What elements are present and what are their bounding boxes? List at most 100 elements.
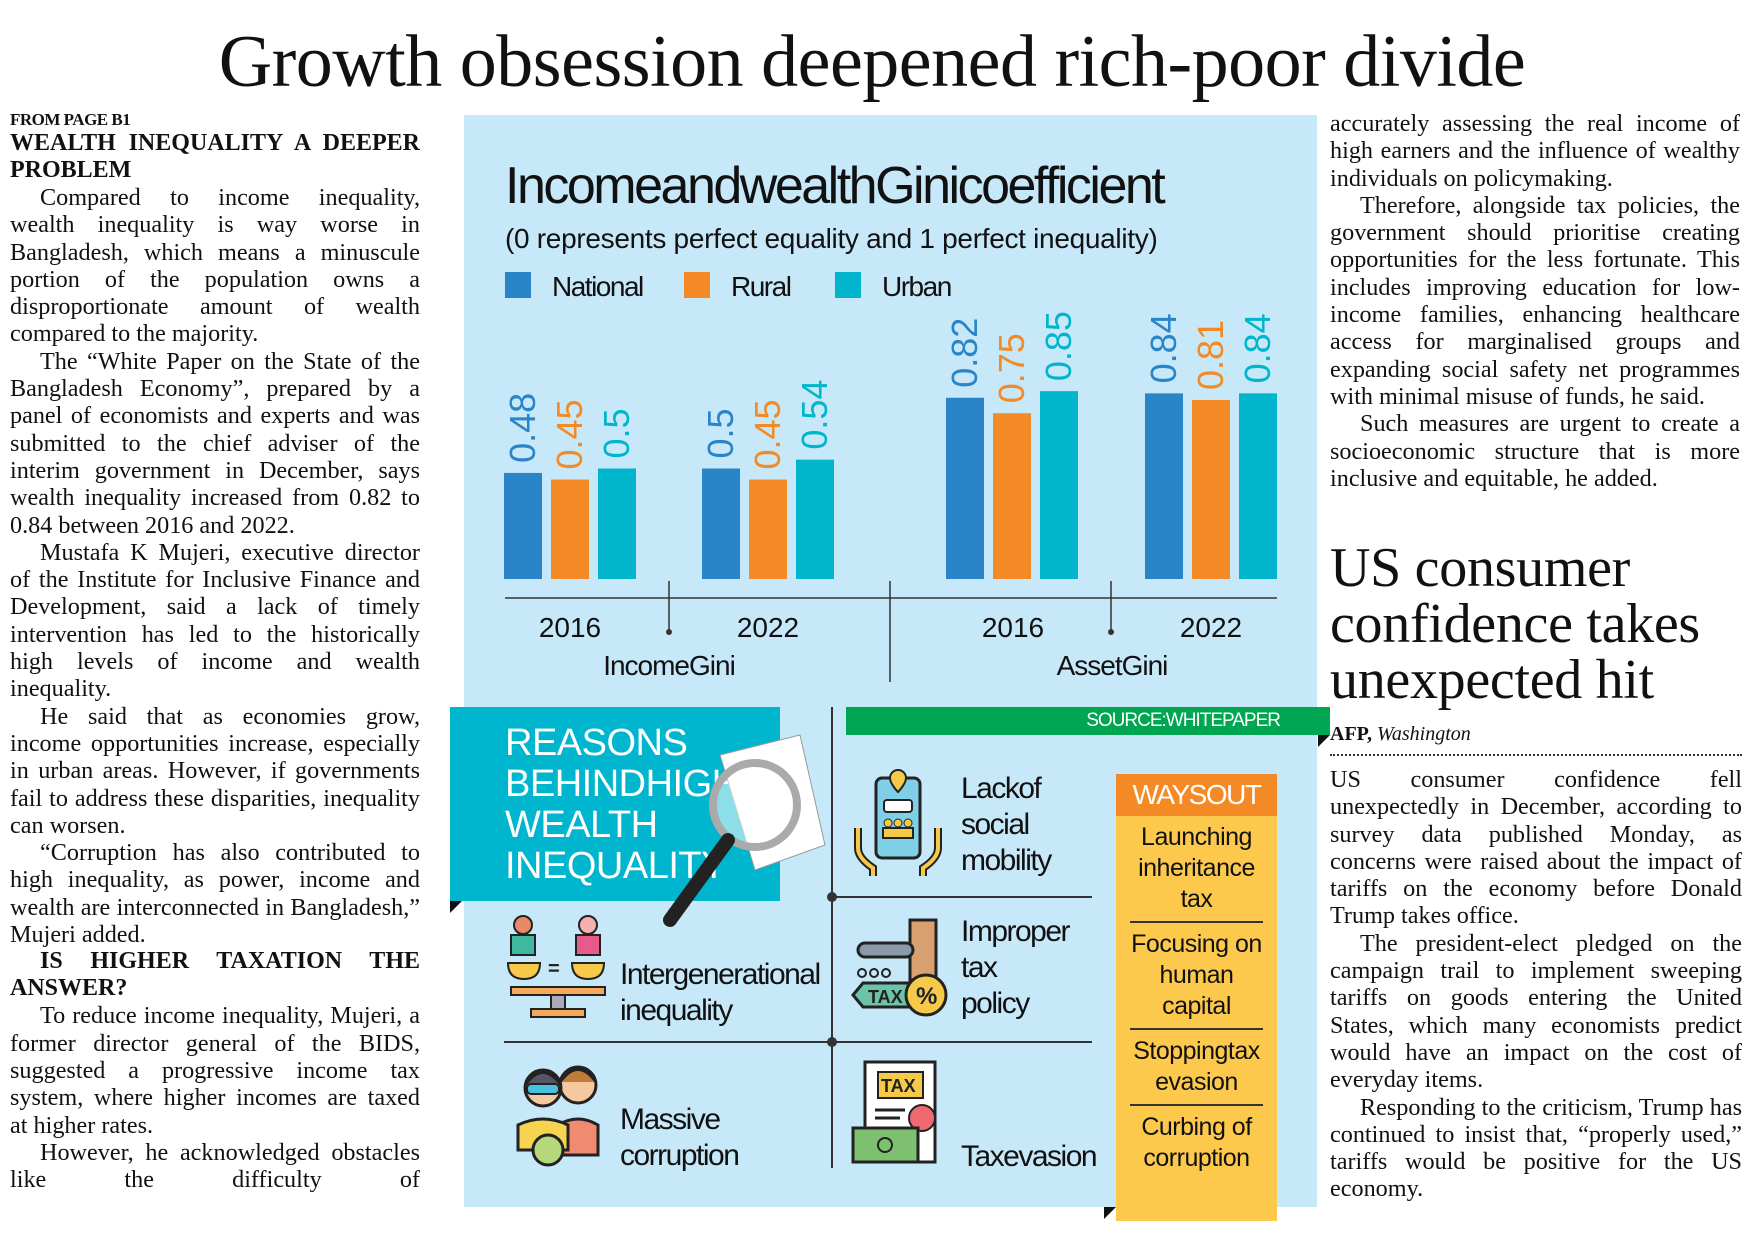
reason-line: policy xyxy=(961,987,1030,1020)
fold-corner xyxy=(1318,735,1330,747)
bar-value-label: 0.45 xyxy=(549,399,590,469)
bar-rural xyxy=(749,479,787,579)
byline-agency: AFP, xyxy=(1330,723,1373,745)
reason-massive-corruption: Massive corruption xyxy=(620,1102,740,1174)
gini-bar-chart: IncomeandwealthGinicoefficient (0 repres… xyxy=(502,157,1278,682)
bar-urban xyxy=(598,468,636,579)
bar-national xyxy=(1145,393,1183,579)
bar-national xyxy=(946,397,984,579)
legend-label: National xyxy=(552,271,643,302)
reason-lack-of-social-mobility: Lackof social mobility xyxy=(961,771,1052,879)
tick-dot xyxy=(1108,629,1114,635)
ways-out-item: Launching inheritance tax xyxy=(1130,816,1263,923)
svg-text:=: = xyxy=(548,958,560,980)
right-article-continuation: accurately assessing the real income of … xyxy=(1330,110,1740,530)
legend-swatch-urban xyxy=(835,272,861,298)
paragraph: Compared to income inequality, wealth in… xyxy=(10,184,420,348)
bar-value-label: 0.84 xyxy=(1143,313,1184,383)
bar-value-label: 0.85 xyxy=(1038,311,1079,381)
bar-rural xyxy=(993,413,1031,579)
reason-line: Intergenerational xyxy=(620,958,821,991)
paragraph: “Corruption has also contributed to high… xyxy=(10,839,420,949)
bar-urban xyxy=(1239,393,1277,579)
paragraph: accurately assessing the real income of … xyxy=(1330,110,1740,192)
paragraph: US consumer confidence fell unexpectedly… xyxy=(1330,766,1742,930)
ways-out-item: Focusing on human capital xyxy=(1130,923,1263,1030)
gavel-tax-icon: TAX % xyxy=(851,918,948,1017)
balance-scale-icon: = xyxy=(506,915,606,1018)
reasons-title-line: WEALTH xyxy=(505,804,658,846)
social-mobility-icon xyxy=(854,768,942,876)
x-tick-label: 2022 xyxy=(1180,612,1242,643)
bar-value-label: 0.81 xyxy=(1190,320,1231,390)
reason-improper-tax-policy: Improper tax policy xyxy=(961,914,1071,1022)
ways-out-item: Curbing of corruption xyxy=(1141,1113,1252,1172)
paragraph: Mustafa K Mujeri, executive director of … xyxy=(10,538,420,703)
ways-out-item: Stoppingtax evasion xyxy=(1130,1030,1263,1106)
svg-text:TAX: TAX xyxy=(868,987,903,1007)
svg-text:%: % xyxy=(916,983,937,1010)
paragraph: Therefore, alongside tax policies, the g… xyxy=(1330,191,1740,410)
legend-label: Rural xyxy=(731,271,791,302)
paragraph: The “White Paper on the State of the Ban… xyxy=(10,347,420,539)
reason-line: inequality xyxy=(620,994,733,1027)
reason-line: tax xyxy=(961,951,998,984)
page-headline: Growth obsession deepened rich-poor divi… xyxy=(218,21,1526,103)
reason-intergenerational-inequality: Intergenerational inequality xyxy=(620,957,821,1029)
bar-value-label: 0.48 xyxy=(502,393,543,463)
subhead: WEALTH INEQUALITY A DEEPER PROBLEM xyxy=(10,130,420,183)
x-tick-label: 2022 xyxy=(737,612,799,643)
reasons-title-line: INEQUALITY xyxy=(505,845,726,887)
reason-line: social xyxy=(961,808,1030,841)
divider-horizontal xyxy=(504,1041,1092,1043)
bar-national xyxy=(504,472,542,579)
bar-value-label: 0.54 xyxy=(794,380,835,450)
dotted-divider xyxy=(1330,754,1742,756)
article-title: US consumer confidence takes unexpected … xyxy=(1330,537,1700,711)
paragraph: The president-elect pledged on the campa… xyxy=(1330,929,1742,1094)
reasons-title-line: REASONS xyxy=(505,722,688,764)
svg-text:TAX: TAX xyxy=(881,1076,916,1096)
reason-line: Lackof xyxy=(961,772,1042,805)
chart-legend: National Rural Urban xyxy=(505,271,952,302)
bar-value-label: 0.75 xyxy=(991,333,1032,403)
x-tick-label: 2016 xyxy=(539,612,601,643)
group-label: IncomeGini xyxy=(603,650,735,681)
chart-subtitle: (0 represents perfect equality and 1 per… xyxy=(505,223,1157,254)
reason-line: Massive xyxy=(620,1103,721,1136)
fold-corner xyxy=(450,901,462,913)
x-tick-label: 2016 xyxy=(982,612,1044,643)
reason-line: corruption xyxy=(620,1139,740,1172)
tax-document-icon: TAX xyxy=(851,1060,937,1164)
chart-title: IncomeandwealthGinicoefficient xyxy=(505,157,1166,215)
byline-place: Washington xyxy=(1377,723,1471,745)
legend-swatch-national xyxy=(505,272,531,298)
reason-line: mobility xyxy=(961,844,1052,877)
reason-tax-evasion: Taxevasion xyxy=(961,1139,1098,1175)
magnifier-icon xyxy=(663,734,826,927)
tick-dot xyxy=(666,629,672,635)
paragraph: However, he acknowledged obstacles like … xyxy=(10,1138,420,1194)
ways-out-box: WAYSOUT Launching inheritance tax Focusi… xyxy=(1116,774,1277,1221)
reasons-title-line: BEHINDHIGH xyxy=(505,763,739,805)
legend-swatch-rural xyxy=(684,272,710,298)
bars: 0.48 0.5 0.82 0.84 0.45 0.45 0.75 0.81 0.5 0.54 0.… xyxy=(502,311,1278,579)
divider-dot xyxy=(827,892,837,902)
bar-rural xyxy=(551,479,589,579)
paragraph: He said that as economies grow, income o… xyxy=(10,702,420,839)
bar-value-label: 0.82 xyxy=(944,318,985,388)
paragraph: Responding to the criticism, Trump has c… xyxy=(1330,1093,1742,1203)
bar-national xyxy=(702,468,740,579)
corruption-people-icon xyxy=(516,1065,600,1167)
bar-rural xyxy=(1192,399,1230,579)
paragraph: Such measures are urgent to create a soc… xyxy=(1330,410,1740,492)
left-article-column: FROM PAGE B1 WEALTH INEQUALITY A DEEPER … xyxy=(10,110,420,1234)
divider-vertical xyxy=(831,707,833,1168)
fold-corner xyxy=(1104,1207,1116,1219)
byline: AFP, Washington xyxy=(1330,722,1742,746)
bar-value-label: 0.5 xyxy=(596,408,637,458)
bar-urban xyxy=(1040,391,1078,579)
divider-dot xyxy=(827,1037,837,1047)
legend-label: Urban xyxy=(882,271,951,302)
